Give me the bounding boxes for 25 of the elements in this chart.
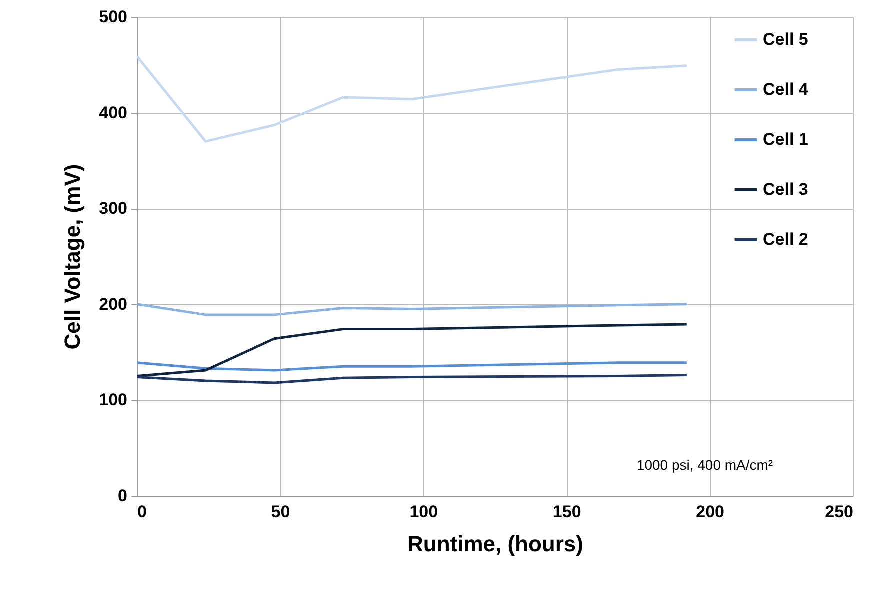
y-axis-title: Cell Voltage, (mV) [60,164,86,350]
y-tick-label: 0 [118,486,128,506]
y-tick-label: 400 [99,103,128,122]
x-tick-label: 150 [552,502,582,522]
x-tick-label: 100 [410,502,438,522]
y-tick-label: 300 [99,199,128,218]
line-series [137,55,688,143]
legend-label: Cell 3 [763,180,808,199]
x-tick-label: 250 [825,502,854,522]
y-tick-label: 500 [99,8,128,26]
line-series [137,374,688,384]
line-series [137,323,688,378]
y-tick-label: 100 [99,390,128,410]
line-series [137,362,688,372]
x-axis-title: Runtime, (hours) [408,532,584,556]
x-tick-label: 50 [271,502,290,522]
x-tick-label: 200 [696,502,724,522]
x-tick-label: 0 [138,502,147,522]
line-series [137,303,688,316]
y-tick-label: 200 [99,294,128,314]
legend-label: Cell 5 [763,30,808,49]
legend-label: Cell 1 [763,130,808,149]
annotation: 1000 psi, 400 mA/cm² [636,457,774,473]
legend-label: Cell 4 [763,80,809,99]
legend-label: Cell 2 [763,230,808,249]
